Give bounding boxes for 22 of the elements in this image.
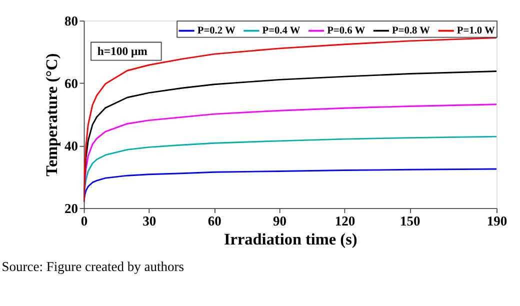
legend-label: P=0.6 W — [327, 25, 366, 36]
y-tick-label: 40 — [64, 138, 78, 154]
legend-label: P=0.4 W — [262, 25, 301, 36]
legend-label: P=1.0 W — [456, 25, 496, 36]
legend-label: P=0.2 W — [197, 25, 236, 36]
x-tick-label: 90 — [273, 214, 287, 229]
x-tick-label: 190 — [486, 214, 508, 229]
annotation: h=100 μm — [97, 44, 148, 58]
x-tick-label: 60 — [208, 214, 222, 229]
x-tick-label: 150 — [400, 214, 420, 229]
y-tick-label: 20 — [64, 201, 78, 216]
x-axis-title: Irradiation time (s) — [224, 230, 358, 249]
x-tick-label: 0 — [80, 214, 88, 229]
x-tick-label: 30 — [142, 214, 156, 229]
y-axis-title: Temperature (°C) — [43, 53, 62, 176]
line-series — [84, 37, 497, 203]
source-note: Source: Figure created by authors — [2, 259, 184, 274]
y-tick-label: 60 — [64, 76, 78, 92]
y-tick-label: 80 — [64, 14, 78, 29]
line-series — [84, 168, 497, 203]
legend-label: P=0.8 W — [392, 25, 431, 36]
x-tick-label: 120 — [334, 214, 356, 229]
